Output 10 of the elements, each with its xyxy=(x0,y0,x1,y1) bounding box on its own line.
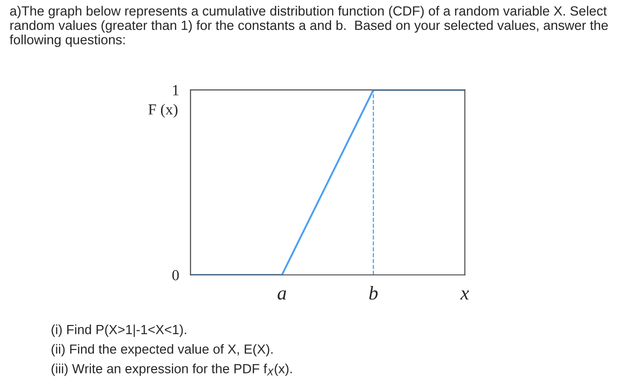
x-tick-label: b xyxy=(369,286,378,300)
chart-title: a)The graph below represents a cumulative distribution function (CDF) of a random variable X. Select random values (greater than 1) for the constants a and b. Based on your selected values, answer the following questions: xyxy=(10,6,608,48)
y-tick-label: 0 xyxy=(172,270,179,280)
y-axis-title: F (x) xyxy=(148,104,178,118)
text: (ii) Find the expected value of X, E(X). xyxy=(52,344,273,356)
x-axis-title: x xyxy=(460,290,469,300)
text: (i) Find P(X>1|-1<X<1). xyxy=(52,324,186,337)
x-tick-label: a xyxy=(278,290,286,300)
y-tick-label: 1 xyxy=(173,85,178,96)
text: (iii) Write an expression for the PDF f$_{X}$(x). xyxy=(52,364,292,376)
